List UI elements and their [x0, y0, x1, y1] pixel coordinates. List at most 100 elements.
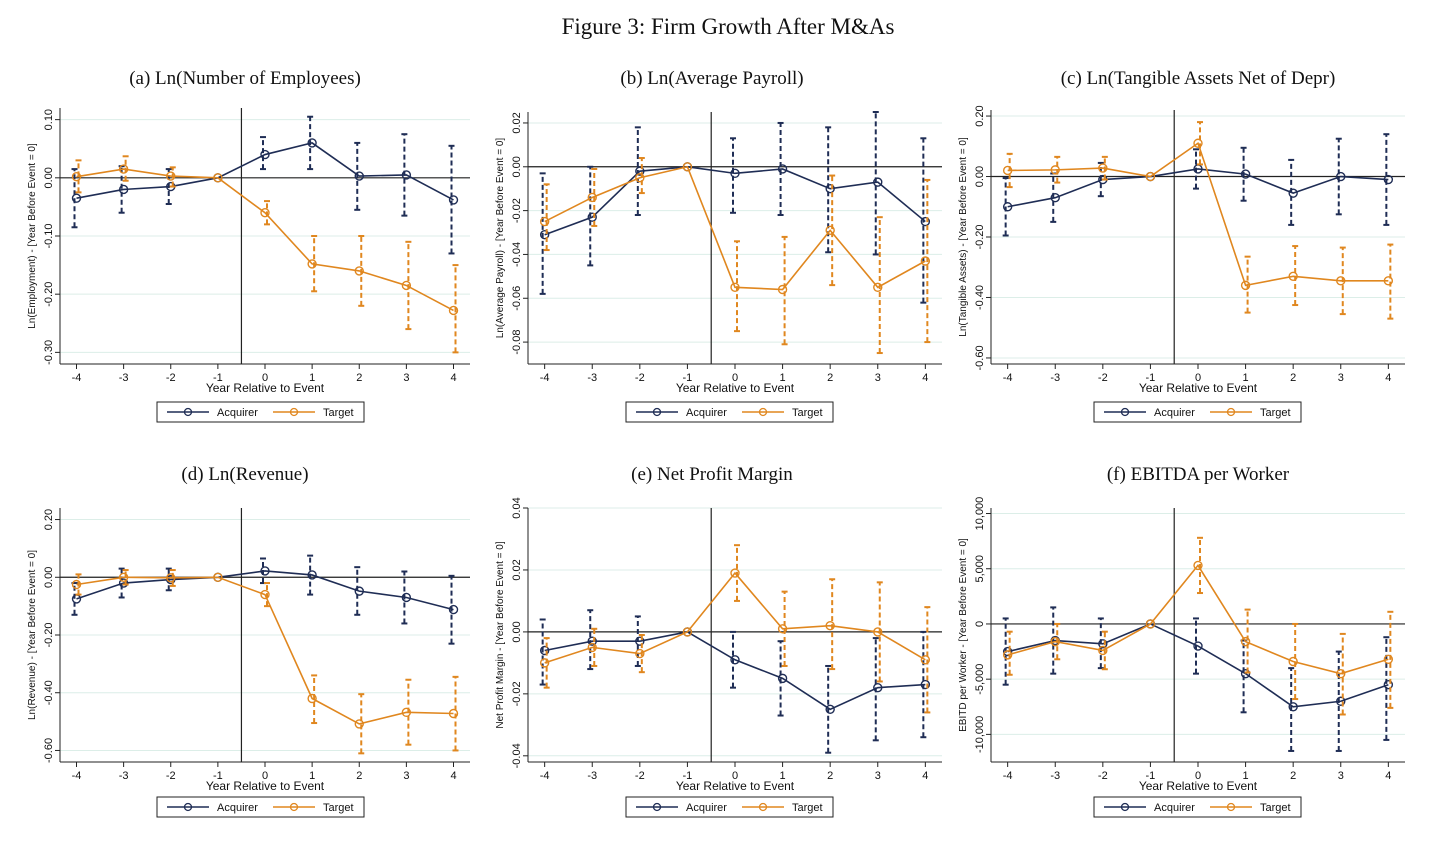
series-line [544, 631, 926, 711]
y-axis-label: Net Profit Margin - [Year Before Event =… [495, 541, 506, 728]
legend-label: Target [1260, 407, 1291, 419]
legend-swatch-marker [1120, 407, 1130, 417]
legend-swatch-marker [183, 407, 193, 417]
data-point [260, 208, 270, 218]
data-point [539, 645, 550, 656]
data-point [354, 586, 364, 596]
y-tick-label: 10,000 [974, 497, 986, 531]
x-tick-label: -2 [166, 372, 176, 384]
x-tick-label: -1 [683, 372, 693, 384]
series-line [1007, 168, 1389, 208]
data-point [1336, 668, 1346, 679]
data-point [777, 624, 788, 634]
y-tick-label: 0.20 [43, 509, 55, 530]
y-tick-label: -0.02 [511, 681, 523, 706]
data-point [118, 164, 129, 174]
chart-panel-5: (e) Net Profit Margin 0.04 0.02 0.00 -0.02 -0… [495, 464, 942, 818]
legend-box [625, 401, 834, 423]
x-tick-label: -1 [213, 770, 223, 782]
y-axis-label: EBITD per Worker - [Year Before Event = … [958, 538, 969, 732]
x-tick-label: 3 [1338, 770, 1344, 782]
x-tick-label: 1 [309, 372, 315, 384]
x-tick-label: 2 [827, 770, 833, 782]
legend-box [625, 796, 834, 818]
data-point [448, 604, 459, 615]
data-point [1193, 560, 1203, 571]
x-axis-label: Year Relative to Event [1139, 779, 1258, 793]
data-point [1002, 646, 1013, 657]
x-tick-label: -2 [635, 770, 645, 782]
chart-panel-2: (b) Ln(Average Payroll) 0.02 0.00 -0.02 -0.0… [495, 68, 942, 423]
series-line [76, 576, 454, 725]
x-axis-label: Year Relative to Event [676, 381, 795, 395]
x-tick-label: -2 [166, 770, 176, 782]
x-tick-label: 0 [262, 770, 268, 782]
x-tick-label: 1 [309, 770, 315, 782]
x-tick-label: 2 [356, 770, 362, 782]
legend-box [1093, 796, 1302, 818]
data-point [920, 256, 931, 266]
x-tick-label: 4 [1385, 372, 1391, 384]
series-line [76, 142, 454, 201]
panel-title: (d) Ln(Revenue) [181, 464, 308, 485]
data-point [1050, 165, 1060, 175]
x-tick-label: 2 [1290, 770, 1296, 782]
legend-label: Acquirer [217, 802, 258, 814]
data-point [1240, 169, 1251, 179]
series-acquirer [539, 111, 931, 304]
data-point [873, 682, 883, 693]
data-point [1336, 696, 1346, 706]
data-point [1288, 271, 1298, 282]
data-point [1098, 163, 1108, 173]
data-point [401, 170, 412, 180]
data-point [920, 216, 931, 227]
x-tick-label: 1 [1243, 372, 1249, 384]
data-point [1050, 636, 1060, 647]
legend: Acquirer Target [1093, 796, 1302, 818]
x-tick-label: 4 [1385, 770, 1391, 782]
data-point [307, 259, 317, 269]
x-tick-label: -4 [72, 770, 82, 782]
x-tick-label: 4 [450, 372, 456, 384]
data-point [1240, 668, 1251, 679]
x-tick-label: 3 [875, 770, 881, 782]
data-point [682, 162, 693, 172]
data-point [260, 589, 270, 600]
data-point [777, 284, 788, 295]
legend-box [1093, 401, 1302, 423]
y-tick-label: 0 [974, 621, 986, 627]
legend: Acquirer Target [625, 401, 834, 423]
data-point [730, 568, 740, 578]
series-target [539, 157, 931, 355]
data-point [920, 655, 931, 665]
legend-box [156, 401, 365, 423]
data-point [71, 193, 82, 203]
data-point [587, 636, 597, 646]
series-line [544, 571, 926, 664]
x-tick-label: 4 [922, 372, 928, 384]
chart-panel-6: (f) EBITDA per Worker 10,000 5,000 0 -5,000 -… [958, 464, 1405, 818]
data-point [873, 177, 883, 187]
legend-swatch-marker [289, 802, 299, 812]
legend-label: Target [323, 407, 354, 419]
data-point [730, 655, 740, 665]
data-point [635, 648, 645, 659]
data-point [825, 183, 835, 194]
y-tick-label: -0.08 [511, 330, 523, 355]
legend: Acquirer Target [156, 796, 365, 818]
data-point [1193, 641, 1203, 651]
y-tick-label: 0.10 [43, 109, 55, 130]
x-tick-label: 2 [356, 372, 362, 384]
y-tick-label: 0.02 [511, 112, 523, 133]
data-point [213, 173, 223, 183]
legend-label: Target [323, 802, 354, 814]
legend: Acquirer Target [1093, 401, 1302, 423]
y-tick-label: -0.30 [43, 340, 55, 365]
x-tick-label: -1 [1146, 372, 1156, 384]
x-tick-label: 1 [1243, 770, 1249, 782]
x-tick-label: -1 [1146, 770, 1156, 782]
data-point [730, 282, 740, 293]
data-point [118, 184, 129, 195]
